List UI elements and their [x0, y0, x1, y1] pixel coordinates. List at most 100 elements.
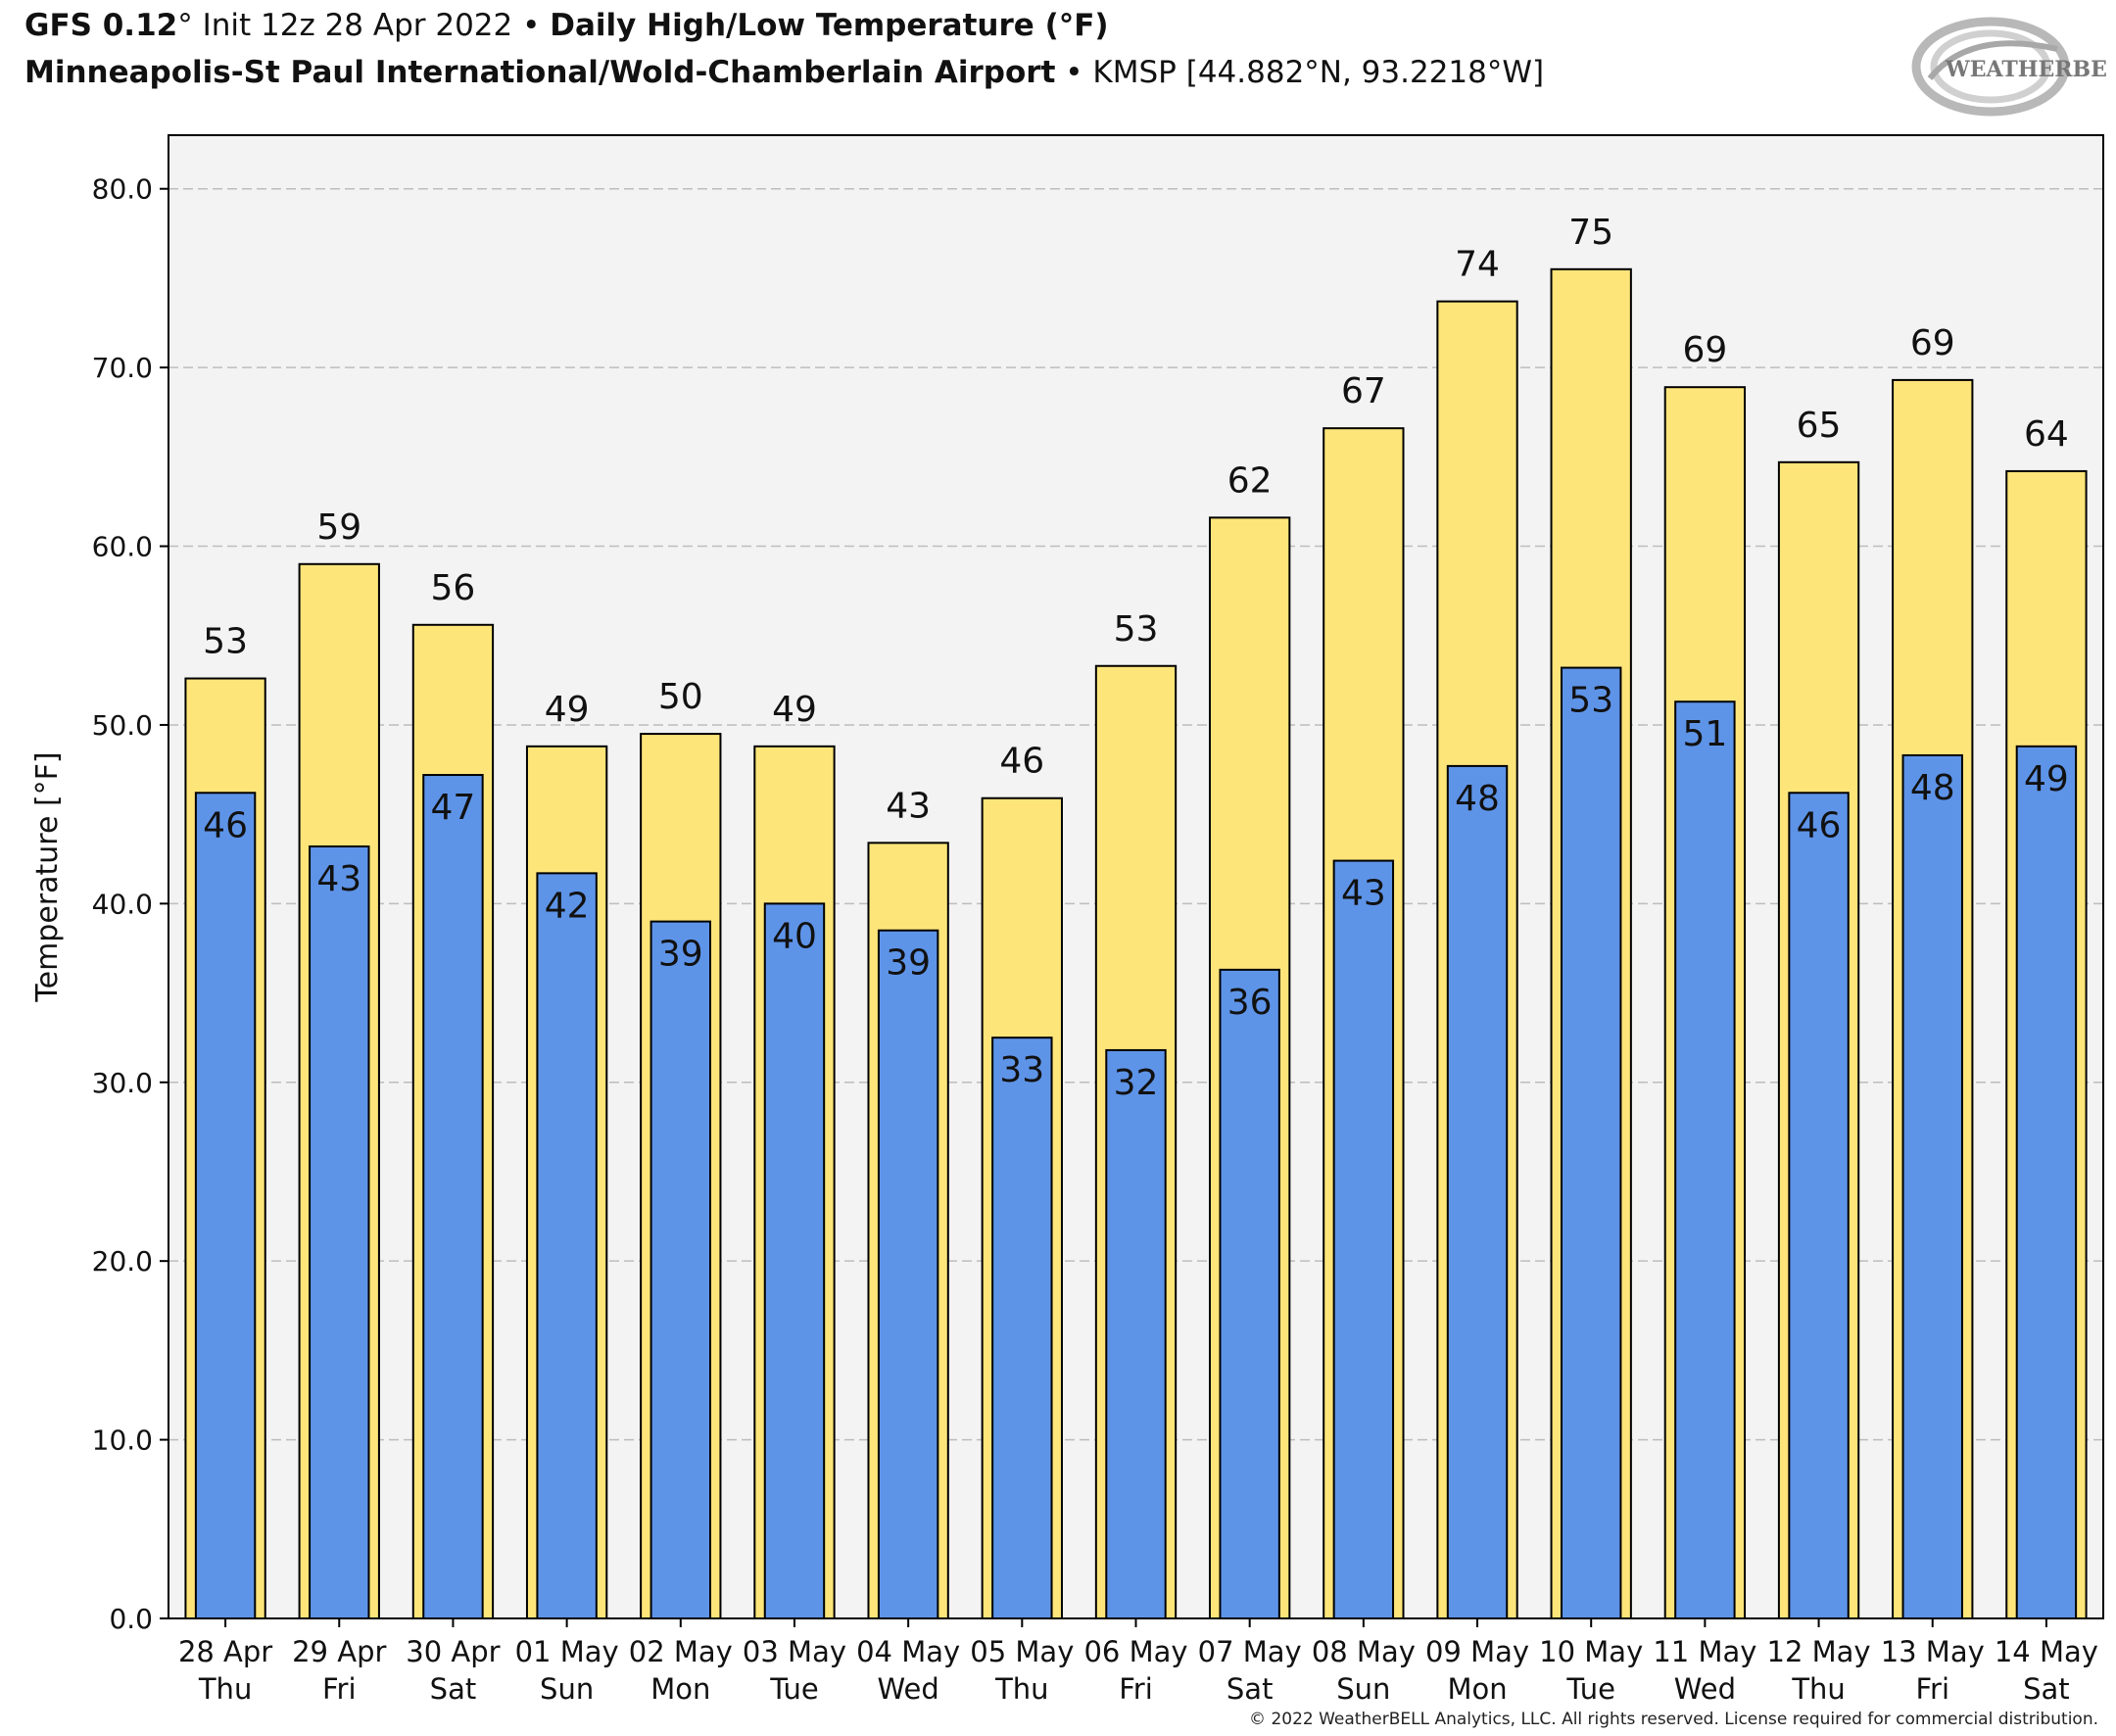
high-temp-label: 67	[1341, 371, 1386, 411]
title-bullet: •	[522, 8, 541, 43]
y-tick-label: 30.0	[92, 1067, 153, 1099]
x-tick-label-date: 12 May	[1767, 1635, 1871, 1668]
y-tick-label: 60.0	[92, 531, 153, 563]
y-tick-label: 20.0	[92, 1245, 153, 1278]
high-temp-label: 49	[772, 690, 817, 730]
x-tick-label-day: Fri	[322, 1672, 357, 1706]
x-tick-label-date: 13 May	[1881, 1635, 1985, 1668]
x-tick-label-day: Thu	[198, 1672, 252, 1706]
title-bullet-2: •	[1065, 55, 1083, 90]
chart-title-line-1: GFS 0.12° Init 12z 28 Apr 2022 • Daily H…	[24, 8, 1109, 43]
low-temp-label: 36	[1227, 983, 1273, 1023]
high-temp-label: 74	[1455, 245, 1500, 285]
low-temp-bar	[763, 902, 826, 1619]
low-temp-label: 49	[2024, 759, 2069, 799]
low-temp-bar	[1561, 666, 1622, 1619]
x-tick-label-date: 07 May	[1198, 1635, 1302, 1668]
x-tick-label-day: Sat	[430, 1672, 477, 1706]
x-tick-label-day: Mon	[650, 1672, 710, 1706]
x-tick-label-day: Tue	[769, 1672, 819, 1706]
weatherbell-logo: WEATHERBELL	[1911, 17, 2106, 117]
x-tick-label-day: Sun	[1336, 1672, 1390, 1706]
x-tick-label-day: Fri	[1915, 1672, 1949, 1706]
x-tick-label-day: Sat	[1226, 1672, 1274, 1706]
x-tick-label-day: Fri	[1119, 1672, 1153, 1706]
low-temp-bar	[877, 929, 939, 1619]
model-name: GFS 0.12	[24, 8, 178, 43]
high-temp-label: 62	[1227, 460, 1273, 501]
high-temp-label: 50	[658, 677, 703, 717]
x-tick-label-day: Wed	[878, 1672, 939, 1706]
x-tick-label-date: 09 May	[1425, 1635, 1529, 1668]
y-axis: 0.0 10.0 20.0 30.0 40.0 50.0 60.0 70.0 80.0	[92, 173, 168, 1635]
low-temp-bar	[1674, 700, 1736, 1619]
low-temp-label: 53	[1568, 681, 1613, 721]
low-temp-bar	[536, 872, 598, 1619]
x-tick-label-date: 02 May	[629, 1635, 733, 1668]
low-temp-bar	[1901, 753, 1963, 1619]
low-temp-label: 48	[1455, 779, 1500, 819]
low-temp-bar	[1105, 1048, 1167, 1619]
high-temp-label: 53	[1114, 609, 1159, 650]
x-tick-label-date: 28 Apr	[178, 1635, 272, 1668]
high-temp-label: 64	[2024, 414, 2069, 455]
high-temp-label: 65	[1797, 406, 1842, 446]
low-temp-bar	[1219, 968, 1280, 1619]
high-temp-label: 59	[316, 507, 361, 548]
degree-sign: °	[177, 8, 193, 43]
x-tick-label-day: Sun	[540, 1672, 594, 1706]
high-temp-label: 56	[431, 568, 476, 608]
low-temp-label: 39	[886, 943, 931, 984]
x-tick-label-date: 08 May	[1312, 1635, 1416, 1668]
low-temp-label: 32	[1114, 1063, 1159, 1103]
low-temp-bar	[2015, 745, 2078, 1619]
station-name: Minneapolis-St Paul International/Wold-C…	[24, 55, 1056, 90]
low-temp-label: 43	[316, 859, 361, 899]
low-temp-bar	[1332, 859, 1395, 1619]
x-tick-label-date: 06 May	[1083, 1635, 1187, 1668]
station-id: KMSP [44.882°N, 93.2218°W]	[1092, 55, 1545, 90]
high-temp-label: 46	[999, 742, 1044, 782]
x-tick-label-date: 04 May	[856, 1635, 960, 1668]
logo-text: WEATHERBELL	[1945, 57, 2106, 82]
high-temp-label: 53	[203, 622, 248, 662]
y-tick-label: 70.0	[92, 352, 153, 384]
low-temp-label: 47	[431, 788, 476, 828]
y-tick-label: 10.0	[92, 1424, 153, 1457]
low-temp-label: 48	[1910, 768, 1955, 808]
low-temp-label: 43	[1341, 874, 1386, 914]
x-tick-label-date: 14 May	[1995, 1635, 2098, 1668]
low-temp-bar	[309, 844, 370, 1619]
init-time: Init 12z 28 Apr 2022	[202, 8, 513, 43]
x-tick-label-date: 05 May	[970, 1635, 1074, 1668]
high-temp-label: 69	[1910, 323, 1955, 363]
high-temp-label: 43	[886, 786, 931, 826]
x-tick-label-date: 03 May	[743, 1635, 846, 1668]
x-tick-label-date: 01 May	[515, 1635, 619, 1668]
x-tick-label-day: Wed	[1674, 1672, 1736, 1706]
low-temp-label: 51	[1682, 714, 1727, 754]
copyright-notice: © 2022 WeatherBELL Analytics, LLC. All r…	[1249, 1710, 2098, 1729]
x-tick-label-day: Mon	[1447, 1672, 1507, 1706]
y-axis-label: Temperature [°F]	[30, 751, 65, 1002]
x-tick-label-date: 11 May	[1653, 1635, 1756, 1668]
low-temp-label: 46	[1797, 805, 1842, 845]
low-temp-label: 42	[545, 886, 590, 926]
x-tick-label-date: 30 Apr	[406, 1635, 500, 1668]
low-temp-bar	[1446, 764, 1509, 1619]
y-tick-label: 80.0	[92, 173, 153, 206]
low-temp-bar	[422, 774, 484, 1619]
high-temp-label: 49	[545, 690, 590, 730]
x-tick-label-day: Tue	[1565, 1672, 1615, 1706]
x-axis: 28 Apr Thu 29 Apr Fri 30 Apr Sat 01 May Sun 02 M…	[178, 1618, 2098, 1706]
low-temp-bar	[194, 792, 257, 1619]
y-tick-label: 0.0	[109, 1603, 153, 1635]
low-temp-bar	[991, 1037, 1053, 1619]
x-tick-label-date: 29 Apr	[292, 1635, 386, 1668]
low-temp-bar	[649, 920, 712, 1619]
high-temp-label: 75	[1568, 213, 1613, 253]
low-temp-label: 46	[203, 805, 248, 845]
low-temp-label: 40	[772, 916, 817, 956]
x-tick-label-day: Sat	[2023, 1672, 2070, 1706]
